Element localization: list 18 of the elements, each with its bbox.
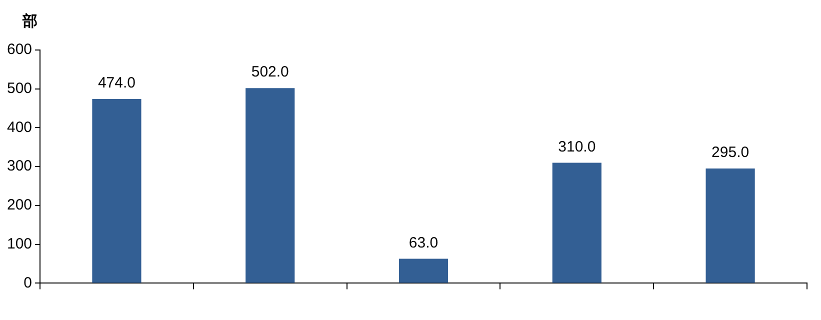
bar	[246, 88, 295, 283]
data-label: 502.0	[251, 64, 289, 81]
bar	[552, 162, 602, 283]
bar	[92, 98, 142, 283]
y-axis-title: 部	[22, 12, 38, 30]
bar	[398, 258, 448, 283]
data-label: 310.0	[558, 138, 596, 156]
y-tick-label: 600	[6, 41, 32, 58]
data-label: 474.0	[98, 74, 136, 92]
data-label: 295.0	[712, 144, 750, 162]
data-label: 63.0	[408, 234, 438, 252]
y-tick-label: 200	[6, 196, 32, 214]
y-tick-label: 300	[6, 158, 32, 175]
bar	[706, 168, 755, 283]
y-tick-label: 0	[24, 274, 32, 292]
y-tick-label: 500	[6, 80, 32, 98]
y-tick-label: 400	[6, 118, 32, 136]
y-tick-label: 100	[6, 235, 32, 252]
